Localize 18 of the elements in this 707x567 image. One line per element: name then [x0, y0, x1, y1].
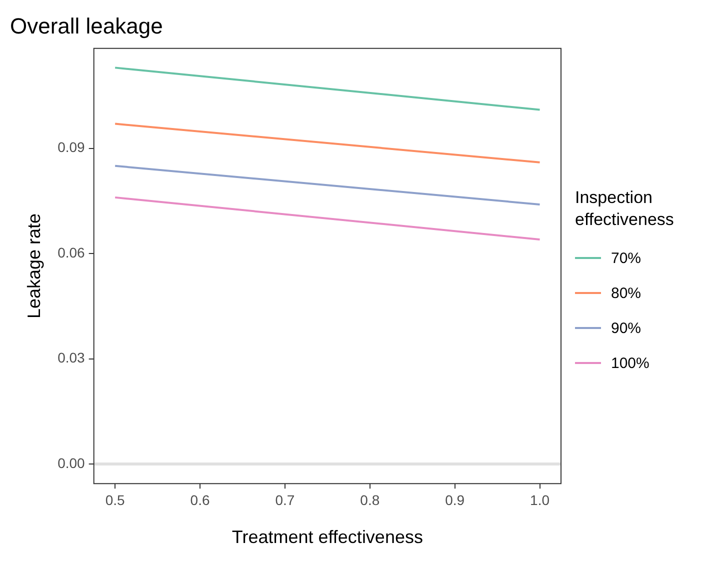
legend-label: 70%	[611, 250, 642, 266]
x-axis-title: Treatment effectiveness	[232, 527, 423, 548]
x-tick-label: 0.6	[190, 492, 210, 508]
chart-title: Overall leakage	[10, 13, 163, 38]
legend-label: 100%	[611, 354, 650, 372]
x-tick-label: 0.8	[360, 492, 380, 508]
x-tick-label: 0.5	[105, 492, 126, 508]
y-tick-label: 0.09	[58, 139, 86, 156]
legend-label: 90%	[611, 320, 642, 336]
x-tick-label: 0.9	[445, 492, 465, 508]
legend-label: 80%	[611, 284, 642, 302]
y-tick-label: 0.06	[58, 244, 86, 260]
y-tick-label: 0.03	[58, 350, 86, 366]
y-tick-label: 0.00	[58, 454, 86, 471]
x-tick-label: 0.7	[275, 492, 295, 508]
x-tick-label: 1.0	[530, 492, 550, 508]
y-axis-title: Leakage rate	[24, 213, 44, 319]
legend-title: Inspection effectiveness	[575, 186, 675, 230]
